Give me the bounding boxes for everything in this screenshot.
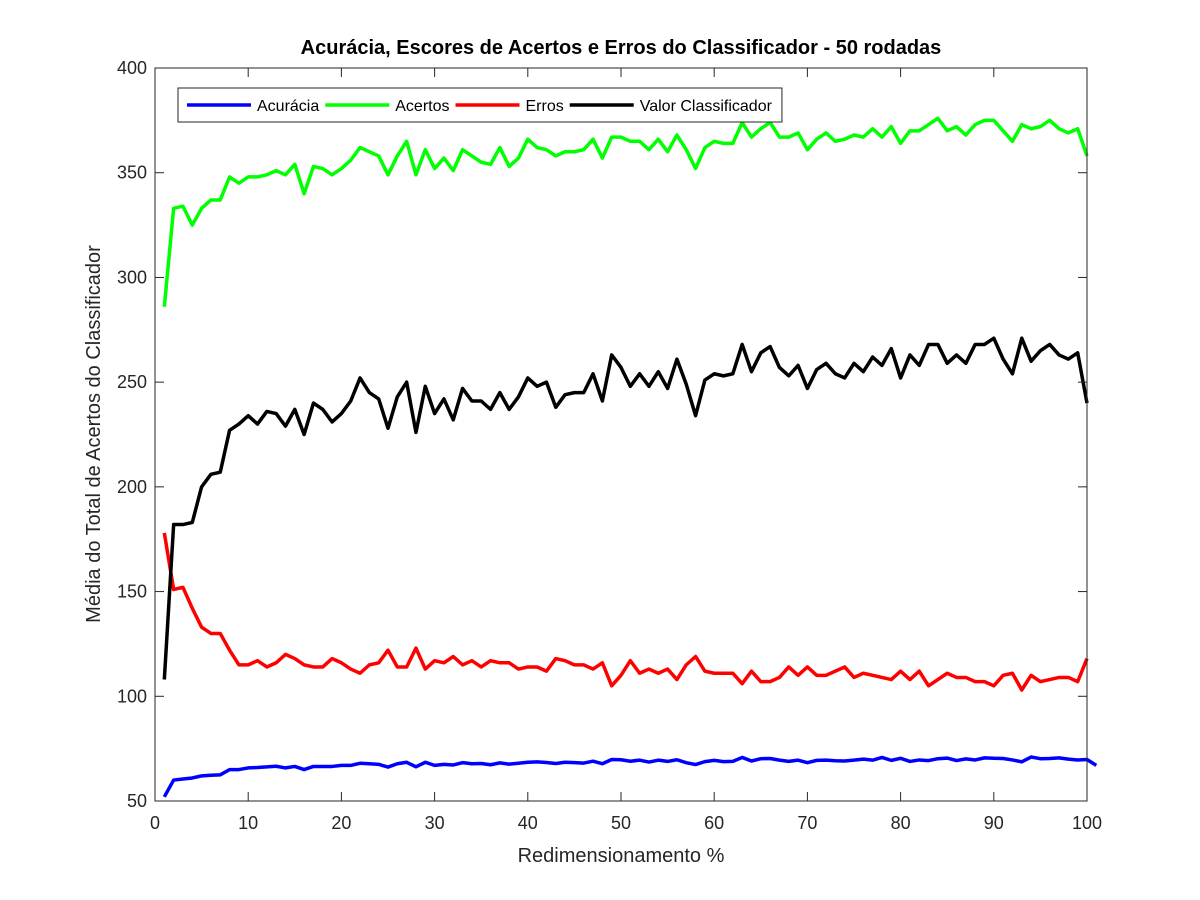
legend-label-2: Erros [526, 98, 564, 115]
y-tick-label: 300 [117, 267, 147, 287]
series-line-0 [162, 755, 1098, 798]
x-axis-label: Redimensionamento % [518, 845, 725, 867]
tick-layer: 0 10 20 30 40 50 60 70 80 90 100 50 100 150 200 250 300 3… [117, 58, 1102, 833]
y-tick-label: 100 [117, 686, 147, 706]
legend-label-1: Acertos [395, 98, 449, 115]
x-tick-label: 100 [1072, 813, 1102, 833]
x-tick-label: 20 [331, 813, 351, 833]
legend-label-3: Valor Classificador [640, 98, 773, 115]
x-tick-label: 50 [611, 813, 631, 833]
series-line-2 [162, 532, 1089, 692]
legend-label-0: Acurácia [257, 98, 319, 115]
y-tick-label: 400 [117, 58, 147, 78]
y-tick-label: 250 [117, 372, 147, 392]
series-line-3 [162, 336, 1089, 680]
x-tick-label: 10 [238, 813, 258, 833]
y-tick-label: 150 [117, 582, 147, 602]
plot-area [155, 68, 1087, 801]
x-tick-label: 70 [797, 813, 817, 833]
y-tick-label: 50 [127, 791, 147, 811]
series-line-1 [162, 116, 1089, 307]
legend: Acurácia Acertos Erros Valor Classificador [177, 87, 783, 123]
x-tick-label: 40 [518, 813, 538, 833]
chart-title: Acurácia, Escores de Acertos e Erros do … [301, 37, 942, 59]
y-axis-label: Média do Total de Acertos do Classificad… [83, 245, 105, 623]
x-tick-label: 80 [891, 813, 911, 833]
y-tick-label: 350 [117, 163, 147, 183]
x-tick-label: 0 [150, 813, 160, 833]
legend-items: Acurácia Acertos Erros Valor Classificador [187, 98, 773, 115]
y-tick-label: 200 [117, 477, 147, 497]
x-tick-label: 30 [425, 813, 445, 833]
series-layer [162, 116, 1098, 798]
x-tick-label: 90 [984, 813, 1004, 833]
x-tick-label: 60 [704, 813, 724, 833]
